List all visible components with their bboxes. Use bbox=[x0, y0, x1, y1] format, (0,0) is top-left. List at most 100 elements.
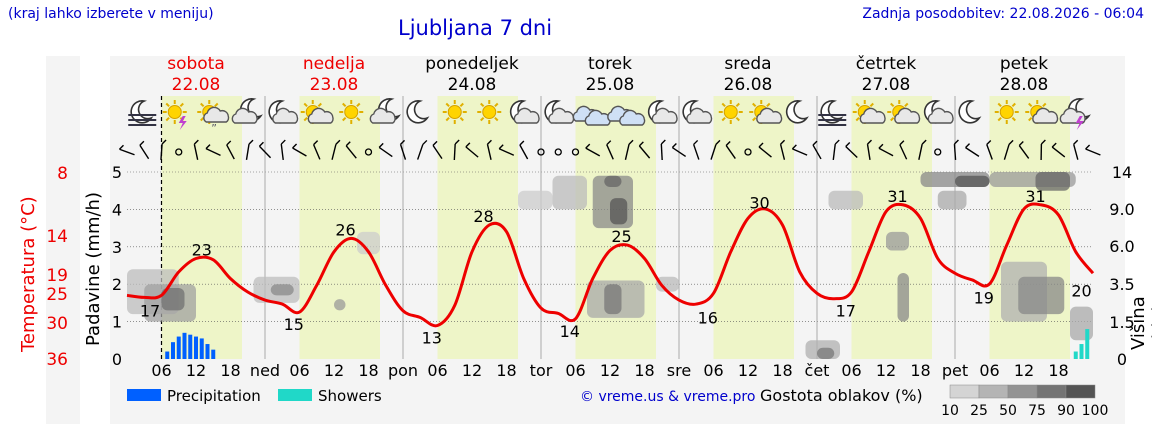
wind-barb-icon bbox=[519, 140, 529, 160]
wind-barb-icon bbox=[160, 139, 167, 161]
precip-tick-label: 4 bbox=[112, 200, 122, 219]
precipitation-legend-label: Precipitation bbox=[167, 387, 261, 405]
precipitation-bar bbox=[188, 334, 193, 359]
shower-bar bbox=[1085, 329, 1090, 359]
cloud-blob bbox=[937, 190, 967, 210]
cloud-blob bbox=[1018, 276, 1065, 315]
cloud-blob bbox=[161, 287, 185, 311]
cloud-blob bbox=[828, 190, 863, 210]
moon-fog-icon bbox=[818, 100, 847, 126]
cloud-blob bbox=[886, 231, 909, 251]
x-tick-label: 12 bbox=[462, 361, 482, 380]
wind-barb-icon bbox=[725, 140, 736, 159]
precipitation-bar bbox=[182, 332, 187, 359]
precipitation-bar bbox=[171, 342, 175, 359]
wind-barb-icon bbox=[312, 140, 321, 160]
last-updated: Zadnja posodobitev: 22.08.2026 - 06:04 bbox=[862, 6, 1144, 22]
wind-calm-icon bbox=[554, 148, 562, 156]
day-name: petek bbox=[1000, 54, 1048, 74]
precipitation-bar bbox=[165, 351, 170, 359]
x-tick-label: 18 bbox=[772, 361, 792, 380]
cloud-moon-icon bbox=[231, 98, 263, 124]
x-tick-label: 06 bbox=[427, 361, 447, 380]
x-tick-label: 12 bbox=[186, 361, 206, 380]
wind-barb-icon bbox=[331, 139, 341, 160]
x-tick-label: 06 bbox=[565, 361, 585, 380]
sun-cloud-icon bbox=[1025, 100, 1059, 124]
temperature-label: 17 bbox=[140, 302, 160, 321]
wind-barb-icon bbox=[118, 144, 135, 156]
temperature-label: 15 bbox=[284, 315, 304, 334]
wind-barb-icon bbox=[624, 139, 634, 160]
day-date: 22.08 bbox=[172, 75, 221, 95]
cloud-moon-icon bbox=[369, 98, 401, 124]
temperature-label: 25 bbox=[611, 227, 631, 246]
moon-icon bbox=[785, 100, 809, 124]
sun-thunder-icon bbox=[162, 100, 187, 130]
x-tick-label: 18 bbox=[910, 361, 930, 380]
wind-calm-icon bbox=[175, 148, 183, 156]
cloud-blob bbox=[604, 284, 622, 315]
cloud-blob bbox=[604, 175, 622, 187]
cloud-moon-thunder-icon bbox=[1059, 98, 1091, 130]
cloud-blob bbox=[270, 284, 294, 296]
temperature-tick-label: 19 bbox=[46, 266, 68, 286]
wind-barb-icon bbox=[453, 139, 460, 161]
wind-barb-icon bbox=[498, 144, 515, 156]
wind-calm-icon bbox=[744, 148, 752, 156]
moon-icon bbox=[406, 100, 430, 124]
day-date: 28.08 bbox=[1000, 75, 1049, 95]
x-tick-label: 18 bbox=[220, 361, 240, 380]
x-tick-label: 18 bbox=[1048, 361, 1068, 380]
wind-calm-icon bbox=[571, 148, 580, 156]
shower-bar bbox=[1073, 351, 1078, 359]
wind-barb-icon bbox=[1085, 144, 1101, 156]
temperature-value-labels: 17 23 15 26 13 28 14 25 16 30 17 31 19 31 20 bbox=[140, 187, 1092, 348]
cloud-height-tick-label: 0 bbox=[1117, 350, 1127, 369]
wind-barb-icon bbox=[399, 139, 407, 160]
wind-barb-icon bbox=[1003, 139, 1014, 160]
wind-barb-icon bbox=[226, 140, 235, 160]
wind-barb-icon bbox=[758, 142, 772, 158]
temperature-label: 26 bbox=[335, 220, 355, 239]
svg-text:”: ” bbox=[211, 122, 217, 135]
temperature-tick-label: 14 bbox=[46, 227, 68, 247]
wind-barb-icon bbox=[812, 140, 822, 160]
precip-tick-label: 0 bbox=[112, 350, 122, 369]
cloud-blob bbox=[552, 175, 587, 210]
precipitation-bar bbox=[194, 336, 198, 359]
sun-icon bbox=[442, 100, 467, 124]
moon-cloud-icon bbox=[682, 100, 713, 124]
wind-barb-icon bbox=[791, 144, 808, 156]
density-tick-label: 10 bbox=[941, 403, 959, 419]
wind-barb-icon bbox=[1073, 139, 1079, 160]
day-name: četrtek bbox=[856, 54, 917, 74]
wind-calm-icon bbox=[537, 148, 545, 156]
wind-barb-icon bbox=[832, 139, 840, 161]
wind-barb-icon bbox=[986, 139, 993, 160]
temperature-label: 30 bbox=[749, 194, 769, 213]
wind-barb-icon bbox=[345, 141, 357, 159]
wind-barb-icon bbox=[899, 140, 908, 160]
moon-cloud-icon bbox=[268, 100, 299, 124]
day-date: 26.08 bbox=[724, 75, 773, 95]
x-tick-label: čet bbox=[805, 361, 830, 380]
cloud-blob bbox=[817, 347, 835, 359]
moon-icon bbox=[958, 100, 982, 124]
showers-swatch bbox=[278, 389, 312, 401]
wind-barb-icon bbox=[918, 139, 927, 160]
wind-barb-icon bbox=[139, 140, 150, 160]
temperature-label: 13 bbox=[422, 329, 442, 348]
wind-barb-icon bbox=[245, 139, 254, 161]
temperature-tick-label: 25 bbox=[46, 285, 68, 305]
x-tick-label: 06 bbox=[151, 361, 171, 380]
showers-legend-label: Showers bbox=[318, 387, 382, 405]
wind-barb-icon bbox=[465, 142, 479, 158]
day-name: sobota bbox=[167, 54, 225, 74]
legend: Precipitation Showers © vreme.us & vreme.p… bbox=[127, 384, 1108, 419]
precip-tick-label: 5 bbox=[112, 163, 122, 182]
day-name: nedelja bbox=[303, 54, 365, 74]
wind-barb-icon bbox=[692, 139, 700, 160]
